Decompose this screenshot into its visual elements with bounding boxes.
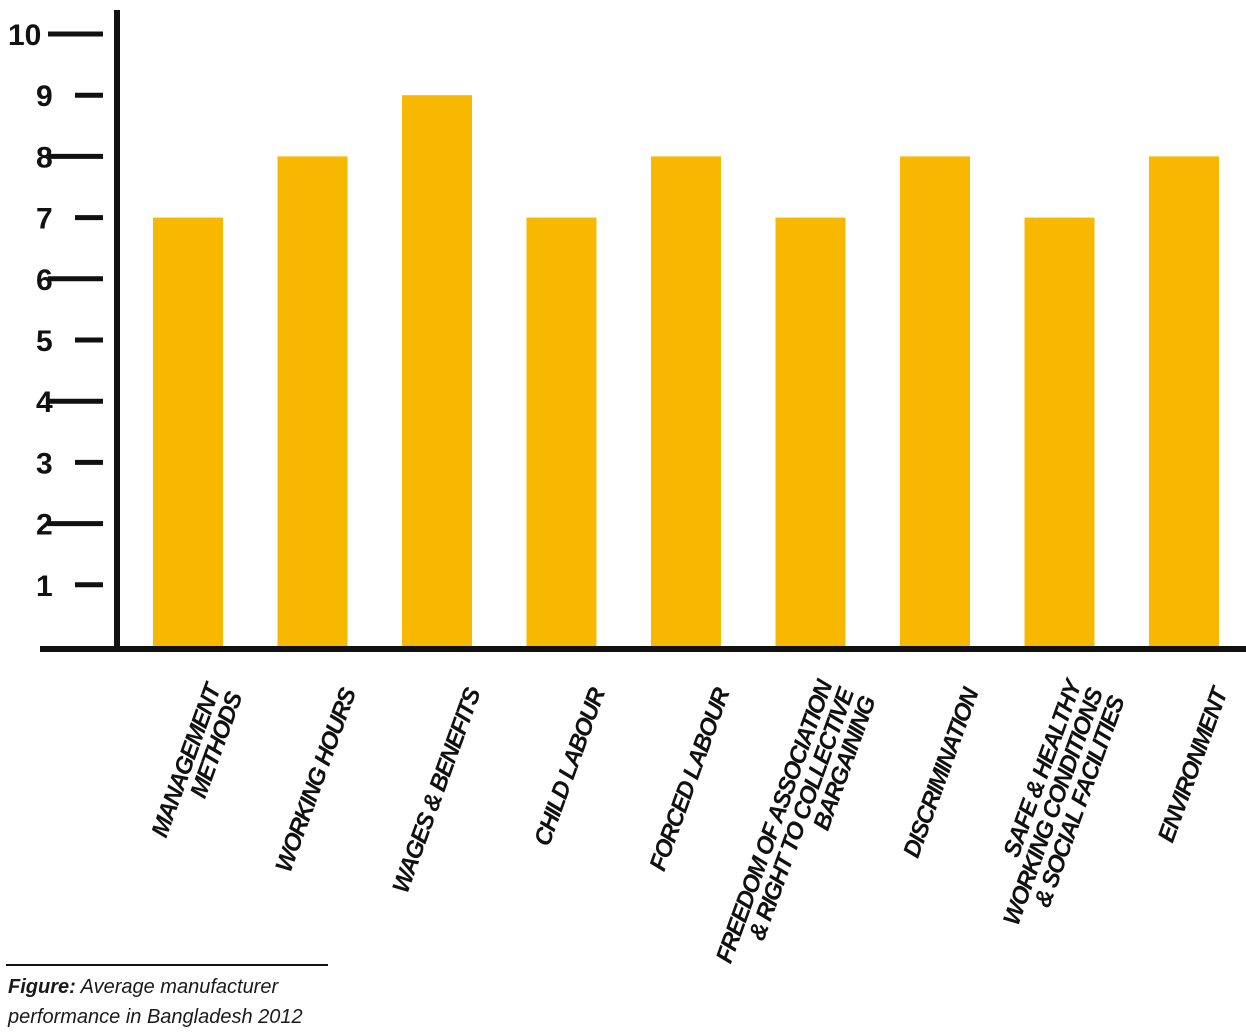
caption-rule <box>6 964 328 966</box>
bar <box>1025 218 1095 646</box>
y-tick-label: 4 <box>36 386 53 419</box>
x-category-label: WAGES & BENEFITS <box>387 684 486 896</box>
x-tick-label: CHILD LABOUR <box>529 684 611 850</box>
x-tick-label: WAGES & BENEFITS <box>387 684 486 896</box>
bar <box>278 156 348 646</box>
figure-caption: Figure: Average manufacturer performance… <box>8 972 348 1032</box>
bar <box>1149 156 1219 646</box>
bar <box>527 218 597 646</box>
x-category-label: DISCRIMINATION <box>898 684 985 862</box>
x-category-label: FORCED LABOUR <box>644 684 735 875</box>
caption-prefix: Figure: <box>8 976 76 998</box>
bar <box>153 218 223 646</box>
y-tick-label: 6 <box>36 264 53 297</box>
bar <box>776 218 846 646</box>
bar <box>402 95 472 646</box>
y-tick-label: 1 <box>36 570 53 603</box>
y-axis-ticks: 1 2 3 4 5 6 7 8 9 10 <box>8 19 103 603</box>
x-category-label: WORKING HOURS <box>270 684 362 876</box>
bar <box>900 156 970 646</box>
x-tick-label: FORCED LABOUR <box>644 684 735 875</box>
x-tick-label: DISCRIMINATION <box>898 684 985 862</box>
y-tick-label: 5 <box>36 325 53 358</box>
x-category-label: FREEDOM OF ASSOCIATION& RIGHT TO COLLECT… <box>711 675 882 982</box>
bar <box>651 156 721 646</box>
x-tick-label: WORKING HOURS <box>270 684 362 876</box>
y-tick-label: 2 <box>36 509 53 542</box>
y-tick-label: 9 <box>36 80 53 113</box>
bars <box>153 95 1219 646</box>
y-tick-label: 10 <box>8 19 41 52</box>
y-tick-label: 7 <box>36 203 53 236</box>
y-tick-label: 3 <box>36 447 53 480</box>
y-tick-label: 8 <box>36 141 53 174</box>
x-tick-label: ENVIRONMENT <box>1153 682 1235 846</box>
x-category-label: ENVIRONMENT <box>1153 682 1235 846</box>
x-category-label: CHILD LABOUR <box>529 684 611 850</box>
